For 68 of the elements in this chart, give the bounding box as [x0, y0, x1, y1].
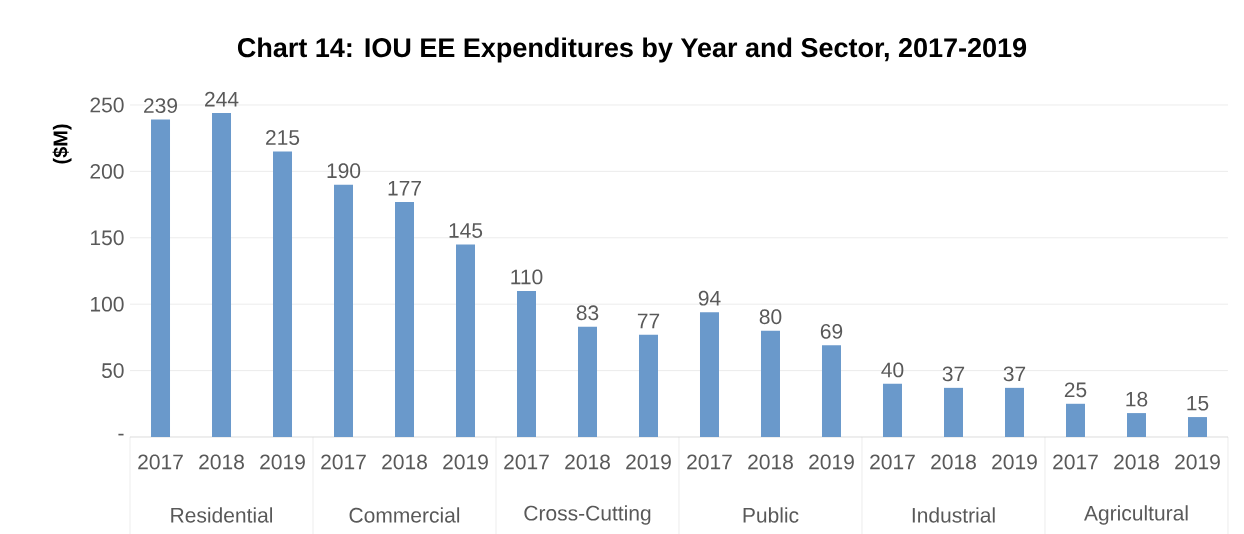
y-axis-title: ($M) — [52, 124, 72, 164]
x-tick-label: 2019 — [809, 454, 854, 470]
data-label: 37 — [1003, 366, 1026, 382]
data-label: 190 — [327, 163, 361, 179]
y-tick-label: 250 — [90, 97, 124, 113]
x-tick-label: 2018 — [1114, 454, 1159, 470]
bar — [1004, 387, 1024, 437]
bar — [639, 334, 658, 437]
data-label: 239 — [144, 98, 178, 114]
x-tick-label: 2018 — [382, 454, 427, 470]
bar — [699, 312, 719, 437]
data-label: 177 — [388, 180, 421, 196]
x-tick-label: 2019 — [260, 454, 305, 470]
data-label: 18 — [1126, 391, 1148, 407]
bar — [273, 151, 293, 437]
data-label: 37 — [942, 366, 965, 382]
x-tick-label: 2018 — [931, 454, 976, 470]
x-tick-label: 2018 — [748, 454, 793, 470]
text: Industrial — [912, 507, 995, 523]
bar — [760, 330, 780, 437]
data-label: 40 — [881, 362, 904, 378]
text: Agricultural — [1084, 505, 1188, 525]
text: Residential — [171, 507, 273, 523]
y-tick-label: 50 — [101, 363, 124, 379]
bar — [882, 383, 902, 437]
bar — [578, 326, 597, 437]
data-label: 94 — [698, 290, 721, 306]
x-tick-label: 2017 — [1053, 454, 1098, 470]
x-tick-label: 2019 — [626, 454, 671, 470]
data-label: 25 — [1064, 382, 1087, 398]
y-tick-label: 100 — [91, 296, 124, 312]
x-tick-label: 2017 — [138, 454, 183, 470]
data-label: 15 — [1187, 395, 1209, 411]
bar — [395, 201, 415, 437]
x-tick-label: 2017 — [687, 454, 732, 470]
x-tick-label: 2019 — [443, 454, 488, 470]
bar — [456, 244, 475, 437]
x-tick-label: 2019 — [992, 454, 1037, 470]
x-tick-label: 2017 — [870, 454, 915, 470]
data-label: 83 — [576, 305, 599, 321]
y-tick-label: - — [118, 433, 124, 436]
text: Commercial — [349, 507, 460, 523]
data-label: 69 — [820, 323, 843, 339]
bar — [943, 387, 963, 437]
bar — [212, 112, 232, 437]
x-tick-label: 2018 — [565, 454, 610, 470]
bar — [151, 119, 171, 437]
x-tick-label: 2017 — [504, 454, 549, 470]
bar — [1065, 403, 1085, 437]
bar — [821, 345, 841, 437]
data-label: 145 — [449, 223, 483, 238]
bar — [1126, 413, 1146, 437]
bar — [334, 184, 354, 437]
text: Public — [743, 507, 799, 523]
y-tick-label: 200 — [90, 163, 124, 179]
text: Cross-Cutting — [524, 505, 651, 525]
data-label: 244 — [205, 91, 239, 107]
x-tick-label: 2018 — [199, 454, 244, 470]
x-tick-label: 2019 — [1175, 454, 1220, 470]
x-tick-label: 2017 — [321, 454, 366, 470]
chart-title: Chart 14: IOU EE Expenditures by Year and Sector, 2017-2019 — [237, 37, 1027, 63]
data-label: 215 — [266, 130, 300, 145]
y-tick-label: 150 — [91, 230, 124, 246]
data-label: 77 — [637, 313, 660, 329]
bar — [517, 290, 536, 437]
data-label: 110 — [511, 269, 543, 285]
data-label: 80 — [759, 309, 782, 325]
bar — [1187, 417, 1207, 437]
